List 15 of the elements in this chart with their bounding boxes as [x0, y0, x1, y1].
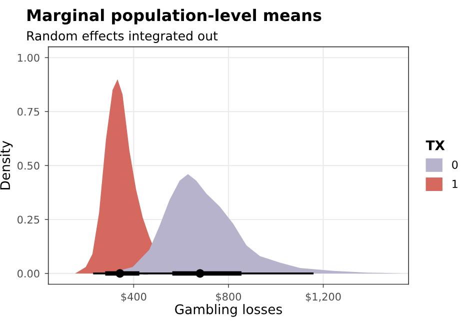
legend-label: 1: [452, 180, 458, 188]
legend-title: TX: [426, 140, 445, 150]
y-tick-label: 1.00: [18, 54, 40, 62]
y-tick-label: 0.00: [18, 270, 40, 278]
y-tick-label: 0.25: [18, 216, 40, 224]
x-tick-label: $1,200: [306, 292, 341, 302]
y-tick-label: 0.50: [18, 162, 40, 170]
x-tick-label: $800: [216, 292, 242, 302]
y-tick-label: 0.75: [18, 108, 40, 116]
x-tick-label: $400: [121, 292, 146, 302]
y-axis-title: Density: [0, 140, 13, 190]
chart-title: Marginal population-level means: [28, 8, 322, 24]
x-axis-title: Gambling losses: [175, 304, 282, 317]
legend-label: 0: [452, 160, 458, 169]
chart-subtitle: Random effects integrated out: [27, 30, 218, 43]
